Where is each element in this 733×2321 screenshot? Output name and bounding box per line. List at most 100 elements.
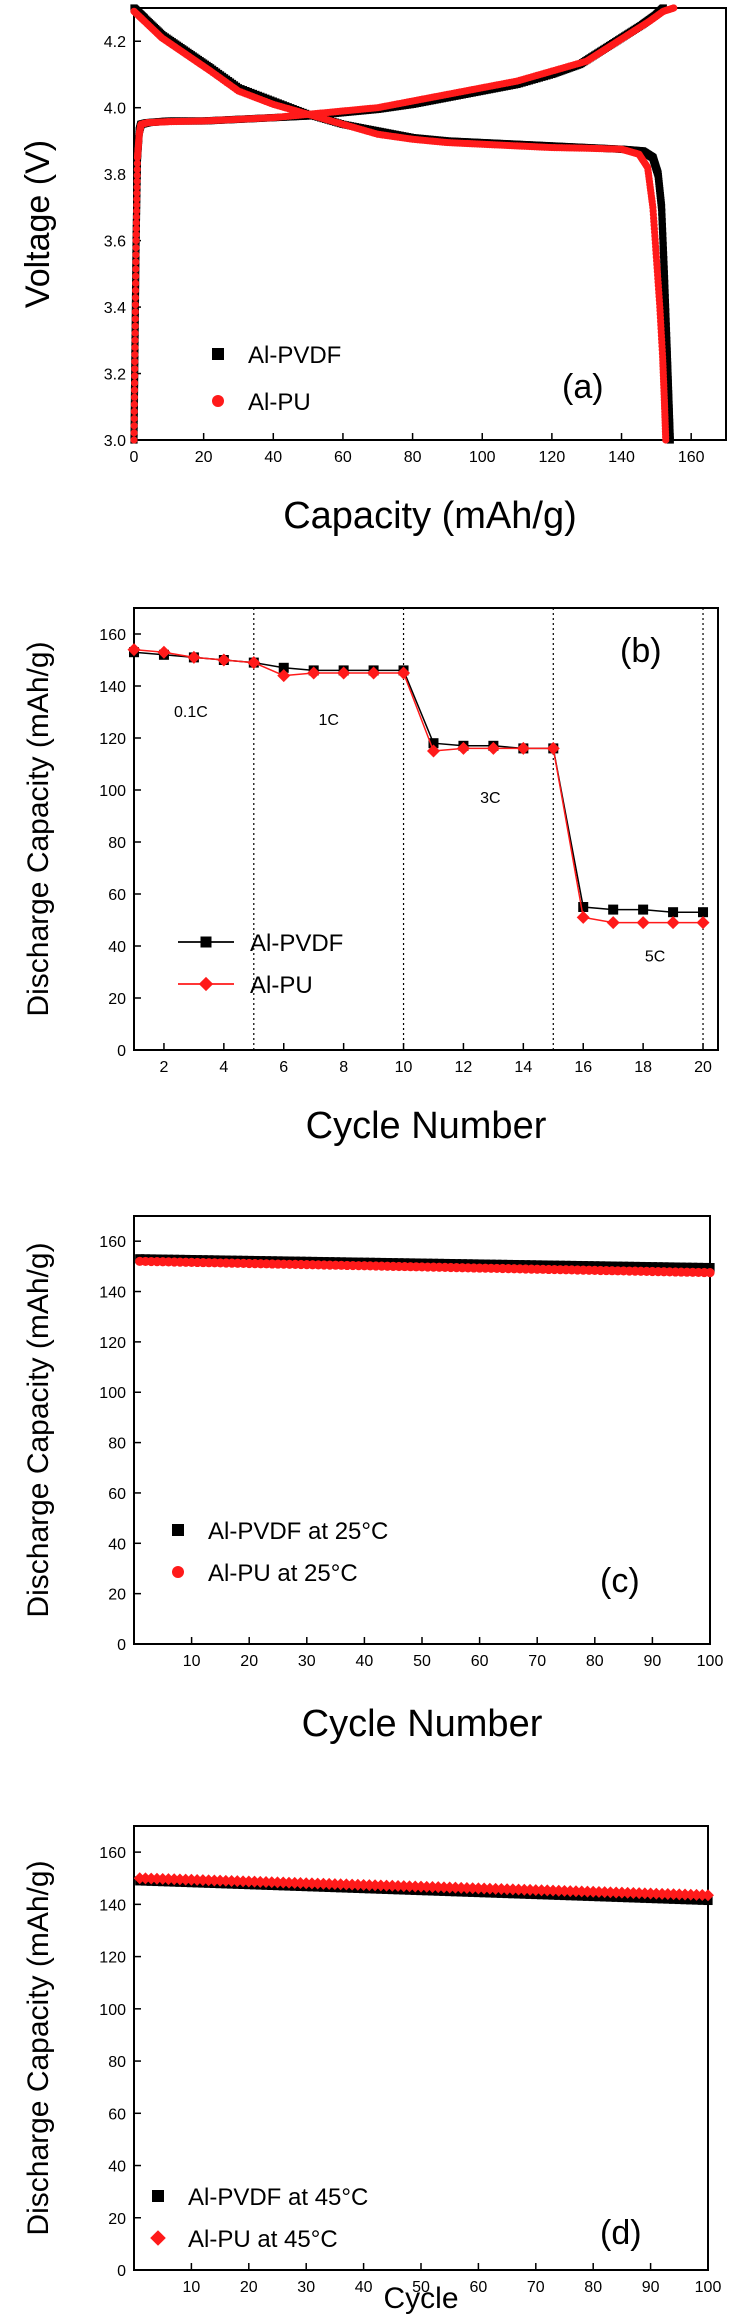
data-point [659,237,667,245]
data-point [132,231,140,239]
data-point [131,315,139,323]
x-tick-label: 4 [219,1059,228,1076]
legend-label: Al-PVDF [250,930,343,957]
data-point [660,270,668,278]
data-point [131,301,140,309]
y-tick-label: 120 [99,1950,126,1967]
data-point [131,329,139,337]
y-tick-label: 0 [117,2263,126,2280]
y-tick-label: 60 [108,887,126,904]
y-axis-label: Discharge Capacity (mAh/g) [22,641,55,1016]
y-tick-label: 60 [108,2106,126,2123]
data-point [658,218,666,226]
x-tick-label: 40 [355,2279,373,2296]
data-point [397,666,411,680]
data-point [131,343,139,352]
y-tick-label: 0 [117,1043,126,1060]
plot-frame [133,607,719,1051]
legend-marker [172,1566,184,1578]
x-tick-label: 16 [574,1059,592,1076]
y-tick-label: 160 [99,1234,126,1251]
data-point [662,317,670,325]
data-point [133,159,141,168]
data-point [130,393,139,401]
data-point [131,365,139,373]
y-tick-label: 40 [108,1536,126,1553]
data-point [606,916,620,930]
data-point [619,1261,629,1271]
x-tick-label: 70 [527,2279,545,2296]
y-axis-label: Voltage (V) [19,140,57,308]
chart-panel-a: 0 20 40 60 80 100 120 140 160 3.0 3.2 3.4 3.6 3.8 4.0 4… [19,4,727,537]
data-point [247,656,261,670]
data-point [665,1262,675,1272]
data-point [670,4,678,12]
x-tick-label: 100 [469,449,496,466]
data-point [131,286,140,295]
legend: Al-PVDF at 45°C Al-PU at 45°C [150,2184,368,2253]
data-point [702,1889,714,1902]
x-tick-label: 20 [240,2279,258,2296]
data-point [130,429,138,437]
data-point [130,422,138,430]
data-point [130,400,138,408]
data-point [661,303,670,311]
panel-label: (a) [562,368,604,406]
x-tick-label: 120 [539,449,566,466]
x-tick-label: 60 [471,1653,489,1670]
y-tick-label: 160 [99,627,126,644]
data-point [133,183,141,191]
data-point [486,741,500,755]
data-point [668,907,679,918]
x-tick-label: 20 [694,1059,712,1076]
data-point [663,331,671,340]
legend-label: Al-PU [250,972,313,999]
legend-marker [198,976,214,992]
y-tick-label: 3.0 [104,433,126,450]
y-tick-label: 4.0 [104,101,126,118]
chart-panel-d: 10 20 30 40 50 60 70 80 90 100 0 20 40 60 80 100 120 140 1… [22,1825,721,2315]
y-tick-label: 20 [108,2211,126,2228]
data-point [131,372,139,380]
y-tick-label: 20 [108,1587,126,1604]
x-tick-label: 40 [356,1653,374,1670]
x-tick-label: 6 [279,1059,288,1076]
data-point [576,910,590,924]
rate-annotation: 1C [318,712,338,729]
data-point [659,246,667,254]
data-point [132,272,140,280]
x-tick-label: 30 [298,1653,316,1670]
y-tick-label: 60 [108,1486,126,1503]
x-tick-label: 10 [183,2279,201,2296]
legend-marker [212,395,224,407]
data-point [659,251,668,259]
data-point [133,165,141,174]
data-point [157,645,171,659]
data-point [653,1262,663,1272]
data-point [132,244,140,252]
data-point [130,386,139,394]
data-point [642,1262,652,1272]
data-point [658,208,666,216]
data-point [131,358,139,366]
data-point [130,436,138,444]
legend-label: Al-PU [248,389,311,416]
legend-label: Al-PVDF at 25°C [208,1518,388,1545]
data-point [630,1261,640,1272]
data-point [426,744,440,758]
data-point [658,222,666,230]
y-tick-label: 40 [108,2159,126,2176]
rate-annotation: 0.1C [174,704,208,721]
x-tick-label: 8 [339,1059,348,1076]
y-tick-label: 80 [108,2054,126,2071]
data-point [187,650,201,664]
series-al-pvdf [129,647,709,918]
data-point [132,258,140,266]
data-point [661,298,670,306]
y-tick-label: 80 [108,835,126,852]
x-tick-label: 140 [608,449,635,466]
y-tick-label: 100 [99,783,126,800]
data-point [647,1262,657,1272]
x-tick-label: 14 [514,1059,532,1076]
